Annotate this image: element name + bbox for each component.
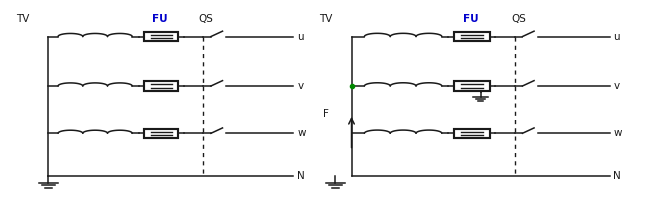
Text: N: N — [613, 171, 621, 181]
Text: QS: QS — [511, 14, 526, 24]
Text: TV: TV — [16, 14, 30, 24]
Text: TV: TV — [319, 14, 333, 24]
Bar — [144, 129, 179, 138]
Text: F: F — [323, 109, 329, 119]
Bar — [144, 32, 179, 41]
Bar — [454, 81, 490, 91]
Text: FU: FU — [463, 14, 479, 24]
Text: u: u — [297, 32, 304, 41]
Text: QS: QS — [199, 14, 213, 24]
Bar — [144, 81, 179, 91]
Text: u: u — [613, 32, 620, 41]
Text: FU: FU — [152, 14, 168, 24]
Text: v: v — [613, 81, 619, 91]
Text: w: w — [297, 128, 306, 138]
Text: w: w — [613, 128, 622, 138]
Text: N: N — [297, 171, 305, 181]
Bar — [454, 129, 490, 138]
Bar — [454, 32, 490, 41]
Text: v: v — [297, 81, 303, 91]
